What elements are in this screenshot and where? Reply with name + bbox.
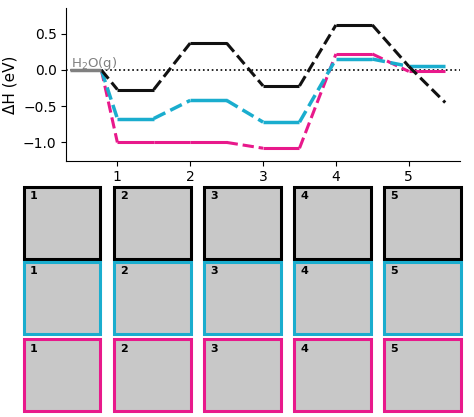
Text: 2: 2: [120, 191, 128, 201]
Text: 2: 2: [120, 344, 128, 354]
Text: H$_2$O(g): H$_2$O(g): [72, 55, 118, 72]
Text: 4: 4: [300, 344, 308, 354]
Text: 5: 5: [390, 266, 398, 276]
Text: 2: 2: [120, 266, 128, 276]
Text: 3: 3: [210, 344, 218, 354]
Y-axis label: ΔH (eV): ΔH (eV): [2, 55, 18, 113]
Text: 5: 5: [390, 344, 398, 354]
Text: 1: 1: [30, 266, 37, 276]
Text: 4: 4: [300, 191, 308, 201]
Text: 3: 3: [210, 191, 218, 201]
Text: 3: 3: [210, 266, 218, 276]
Text: 1: 1: [30, 344, 37, 354]
Text: 5: 5: [390, 191, 398, 201]
Text: 1: 1: [30, 191, 37, 201]
Text: 4: 4: [300, 266, 308, 276]
